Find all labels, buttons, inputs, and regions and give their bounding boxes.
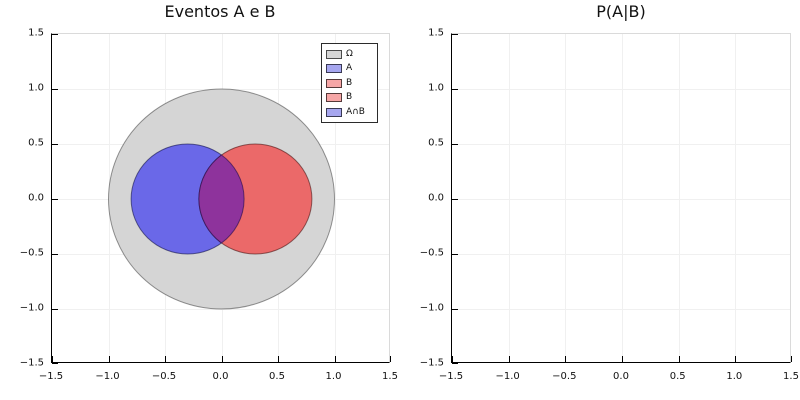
- y-tick-mark: [52, 144, 58, 145]
- gridline: [452, 309, 790, 310]
- y-tick-label: 1.0: [28, 82, 44, 94]
- y-tick-label: −1.5: [19, 357, 44, 369]
- x-tick-mark: [735, 356, 737, 362]
- y-tick-mark: [52, 309, 58, 310]
- x-tick-label: −1.0: [95, 371, 120, 382]
- y-tick-label: −1.0: [419, 302, 444, 314]
- y-tick-mark: [52, 254, 58, 255]
- legend-label: A∩B: [346, 106, 365, 117]
- y-tick-label: 0.5: [428, 137, 444, 149]
- x-tick-label: 0.0: [212, 371, 229, 382]
- x-tick-mark: [565, 356, 567, 362]
- legend-swatch-3: [326, 78, 342, 88]
- y-tick-label: 0.5: [28, 137, 44, 149]
- legend-item: A: [326, 62, 373, 76]
- x-tick-mark: [334, 356, 336, 362]
- gridline: [452, 254, 790, 255]
- x-tick-label: 0.5: [269, 371, 285, 382]
- y-tick-label: 1.0: [428, 82, 444, 94]
- x-tick-mark: [791, 356, 792, 362]
- x-tick-label: 1.0: [726, 371, 743, 382]
- left-plot-title: Eventos A e B: [164, 2, 276, 21]
- gridline: [735, 34, 737, 362]
- gridline: [334, 34, 336, 362]
- legend-item: A∩B: [326, 105, 373, 119]
- x-tick-mark: [52, 356, 53, 362]
- y-tick-label: 1.5: [428, 27, 444, 39]
- y-tick-mark: [452, 363, 458, 364]
- legend-swatch-1: [326, 49, 342, 59]
- x-tick-mark: [278, 356, 279, 362]
- x-tick-label: −1.5: [438, 371, 464, 382]
- y-tick-mark: [52, 363, 58, 364]
- right-plot-title: P(A|B): [596, 2, 646, 21]
- legend-item: B: [326, 91, 373, 105]
- y-tick-label: 0.0: [28, 192, 44, 204]
- gridline: [508, 34, 510, 362]
- x-tick-mark: [452, 356, 453, 362]
- legend-item: B: [326, 76, 373, 90]
- gridline: [452, 144, 790, 145]
- legend-label: A: [346, 63, 353, 73]
- legend-swatch-2: [326, 64, 342, 73]
- x-tick-label: −0.5: [552, 371, 577, 382]
- y-tick-label: −0.5: [19, 247, 44, 259]
- legend-label: B: [346, 92, 353, 102]
- gridline: [678, 34, 680, 362]
- x-tick-label: −1.5: [38, 371, 64, 382]
- venn-diagram: [108, 88, 335, 310]
- gridline: [622, 34, 623, 362]
- y-tick-mark: [52, 199, 58, 200]
- x-tick-label: −0.5: [151, 371, 177, 382]
- y-tick-mark: [52, 34, 58, 35]
- legend-label: Ω: [346, 48, 353, 59]
- legend-swatch-4: [326, 93, 342, 102]
- legend-item: Ω: [326, 47, 373, 61]
- x-tick-mark: [108, 356, 110, 362]
- y-tick-label: 0.0: [428, 192, 444, 204]
- y-tick-mark: [452, 34, 458, 35]
- gridline: [452, 199, 790, 200]
- legend-label: B: [346, 77, 353, 88]
- right-plot-area: [451, 33, 792, 364]
- x-tick-mark: [221, 356, 223, 362]
- y-tick-mark: [452, 254, 458, 255]
- x-tick-mark: [622, 356, 623, 362]
- x-tick-mark: [165, 356, 166, 362]
- y-tick-mark: [452, 89, 458, 90]
- gridline: [52, 309, 389, 310]
- y-tick-mark: [452, 199, 458, 200]
- x-tick-label: −1.0: [495, 371, 520, 382]
- legend: Ω A B B A∩B: [321, 43, 378, 123]
- y-tick-label: −1.0: [19, 302, 44, 314]
- gridline: [565, 34, 567, 362]
- x-tick-label: 0.0: [613, 371, 629, 382]
- left-plot-area: Ω A B B A∩B: [51, 33, 391, 364]
- y-tick-mark: [452, 309, 458, 310]
- x-tick-label: 1.5: [382, 371, 398, 382]
- y-tick-label: −1.5: [419, 357, 444, 369]
- x-tick-label: 1.0: [325, 371, 342, 382]
- y-tick-mark: [452, 144, 458, 145]
- legend-swatch-5: [326, 107, 342, 117]
- x-tick-mark: [390, 356, 391, 362]
- x-tick-mark: [508, 356, 510, 362]
- venn-intersection-region: [198, 154, 245, 244]
- x-tick-mark: [678, 356, 680, 362]
- x-tick-label: 1.5: [783, 371, 799, 382]
- y-tick-mark: [52, 89, 58, 90]
- y-tick-label: 1.5: [28, 27, 44, 39]
- gridline: [452, 89, 790, 90]
- y-tick-label: −0.5: [419, 247, 444, 259]
- x-tick-label: 0.5: [669, 371, 686, 382]
